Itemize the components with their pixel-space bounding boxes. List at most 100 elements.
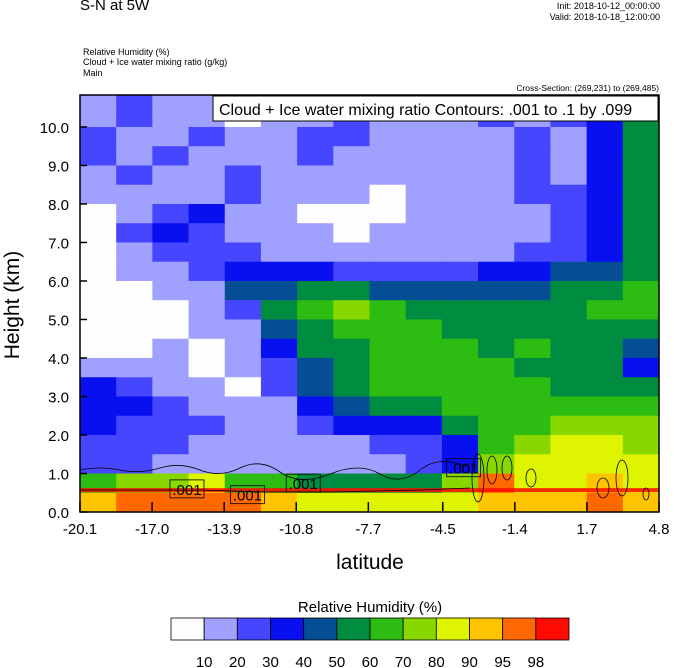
plot-frame (79, 94, 660, 513)
rh-cell (152, 242, 190, 263)
x-tick-label: -20.1 (63, 521, 97, 538)
rh-cell (550, 300, 588, 321)
rh-cell (441, 338, 479, 359)
rh-cell (441, 300, 479, 321)
rh-cell (550, 280, 588, 301)
rh-cell (260, 126, 298, 147)
rh-cell (586, 454, 624, 475)
rh-cell (622, 319, 660, 340)
rh-cell (514, 492, 552, 513)
colorbar-label: 20 (229, 654, 246, 668)
rh-cell (297, 242, 334, 263)
x-tick-label: 1.7 (576, 521, 597, 538)
rh-cell (514, 146, 552, 167)
rh-cell (405, 184, 443, 205)
rh-cell (441, 434, 479, 455)
contour-line (596, 477, 610, 499)
rh-cell (116, 203, 153, 224)
rh-cell (369, 165, 407, 186)
rh-cell (80, 261, 117, 282)
rh-cell (80, 434, 117, 455)
contour-line (79, 461, 471, 480)
rh-cell (514, 165, 552, 186)
rh-cell (116, 107, 153, 128)
rh-cell (586, 203, 624, 224)
rh-cell (333, 261, 371, 282)
contour-label-box (285, 473, 321, 493)
rh-cell (478, 415, 515, 436)
rh-cell (333, 300, 371, 321)
rh-cell (260, 203, 298, 224)
rh-cell (188, 146, 226, 167)
rh-cell (405, 261, 443, 282)
rh-cell (478, 377, 515, 398)
colorbar-box (170, 617, 205, 641)
rh-cell (152, 434, 190, 455)
rh-saturated-band (80, 488, 659, 493)
colorbar-box (270, 617, 305, 641)
rh-cell (478, 165, 515, 186)
rh-cell (333, 415, 371, 436)
rh-cell (586, 261, 624, 282)
rh-cell (586, 223, 624, 244)
rh-cell (405, 454, 443, 475)
rh-cell (333, 126, 371, 147)
x-tick-label: -7.7 (355, 521, 381, 538)
y-tick-label: 9.0 (48, 158, 69, 175)
y-tick-label: 0.0 (48, 505, 69, 522)
contour-line (642, 487, 650, 501)
rh-cell (514, 126, 552, 147)
colorbar-box (469, 617, 504, 641)
rh-cell (188, 338, 226, 359)
rh-cell (188, 300, 226, 321)
rh-cell (188, 319, 226, 340)
contour-label: .001 (233, 488, 262, 505)
rh-cell (369, 319, 407, 340)
rh-cell (405, 165, 443, 186)
colorbar-label: 40 (295, 654, 312, 668)
rh-cell (152, 280, 190, 301)
rh-cell (550, 184, 588, 205)
rh-cell (405, 203, 443, 224)
rh-cell (514, 261, 552, 282)
contour-label: .001 (449, 461, 478, 478)
rh-cell (514, 319, 552, 340)
rh-cell (80, 223, 117, 244)
rh-cell (550, 223, 588, 244)
x-tick-label: -1.4 (502, 521, 528, 538)
rh-cell (369, 377, 407, 398)
colorbar-label: 80 (428, 654, 445, 668)
rh-cell (188, 261, 226, 282)
rh-cell (152, 300, 190, 321)
rh-cell (333, 454, 371, 475)
rh-cell (152, 107, 190, 128)
rh-cell (152, 126, 190, 147)
y-tick-label: 4.0 (48, 351, 69, 368)
rh-cell (514, 242, 552, 263)
rh-cell (514, 434, 552, 455)
rh-cell (297, 434, 334, 455)
rh-cell (80, 338, 117, 359)
rh-cell (622, 242, 660, 263)
rh-cell (80, 300, 117, 321)
colorbar-label: 98 (527, 654, 544, 668)
rh-cell (260, 146, 298, 167)
rh-cell (80, 165, 117, 186)
rh-cell (514, 377, 552, 398)
rh-cell (80, 146, 117, 167)
rh-cell (550, 165, 588, 186)
contour-line (486, 455, 498, 485)
rh-cell (333, 146, 371, 167)
rh-cell (260, 492, 298, 513)
rh-cell (478, 319, 515, 340)
rh-cell (260, 396, 298, 417)
rh-cell (188, 165, 226, 186)
plot-title: S-N at 5W (80, 0, 150, 14)
rh-cell (224, 300, 262, 321)
rh-cell (369, 146, 407, 167)
rh-cell (116, 95, 153, 109)
rh-cell (152, 95, 190, 109)
rh-cell (260, 280, 298, 301)
rh-cell (441, 357, 479, 378)
rh-cell (441, 126, 479, 147)
